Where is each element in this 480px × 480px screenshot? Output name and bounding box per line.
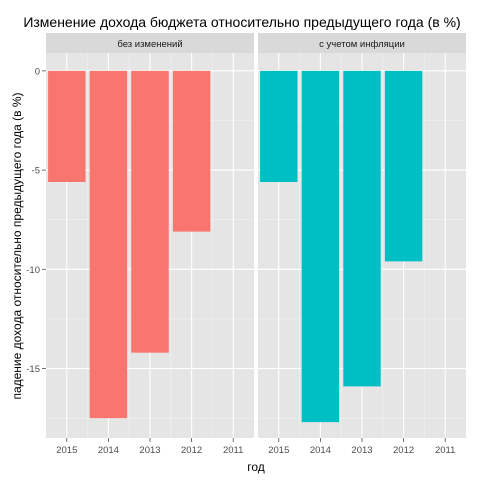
bar-1-2012 — [172, 70, 211, 232]
strip-label-1: без изменений — [117, 39, 182, 50]
x-tick-label: 2014 — [310, 445, 331, 456]
y-tick-label: -5 — [32, 166, 40, 177]
bar-2-2014 — [301, 70, 340, 423]
x-axis-title: год — [247, 460, 265, 474]
panel-1: без изменений — [46, 33, 254, 438]
x-axis: 2015 2014 2013 2012 2011 2015 2014 2013 2012 2011 — [56, 438, 455, 456]
bars-2 — [260, 70, 423, 423]
x-tick-label: 2011 — [223, 445, 243, 456]
x-tick-label: 2011 — [435, 445, 455, 456]
x-tick-label: 2015 — [268, 445, 289, 456]
bar-2-2012 — [384, 70, 423, 262]
chart-title: Изменение дохода бюджета относительно пр… — [23, 14, 460, 30]
strip-label-2: с учетом инфляции — [319, 39, 405, 50]
y-axis: 0 -5 -10 -15 — [26, 66, 46, 375]
x-tick-label: 2012 — [181, 445, 202, 456]
bar-1-2014 — [89, 70, 128, 419]
y-axis-title: падение дохода относительно предыдущего … — [10, 92, 24, 399]
panel-2: с учетом инфляции — [258, 33, 466, 438]
x-tick-label: 2014 — [98, 445, 119, 456]
y-tick-label: -10 — [26, 265, 40, 276]
y-tick-label: 0 — [35, 66, 40, 77]
y-tick-label: -15 — [26, 364, 40, 375]
bar-2-2015 — [260, 70, 298, 182]
x-tick-label: 2013 — [351, 445, 372, 456]
x-tick-label: 2013 — [139, 445, 160, 456]
strip-bg-1 — [46, 33, 254, 53]
bars-1 — [48, 70, 211, 419]
bar-1-2015 — [48, 70, 86, 182]
x-tick-label: 2012 — [393, 445, 414, 456]
bar-2-2013 — [343, 70, 381, 387]
strip-bg-2 — [258, 33, 466, 53]
x-tick-label: 2015 — [56, 445, 77, 456]
bar-1-2013 — [131, 70, 169, 353]
